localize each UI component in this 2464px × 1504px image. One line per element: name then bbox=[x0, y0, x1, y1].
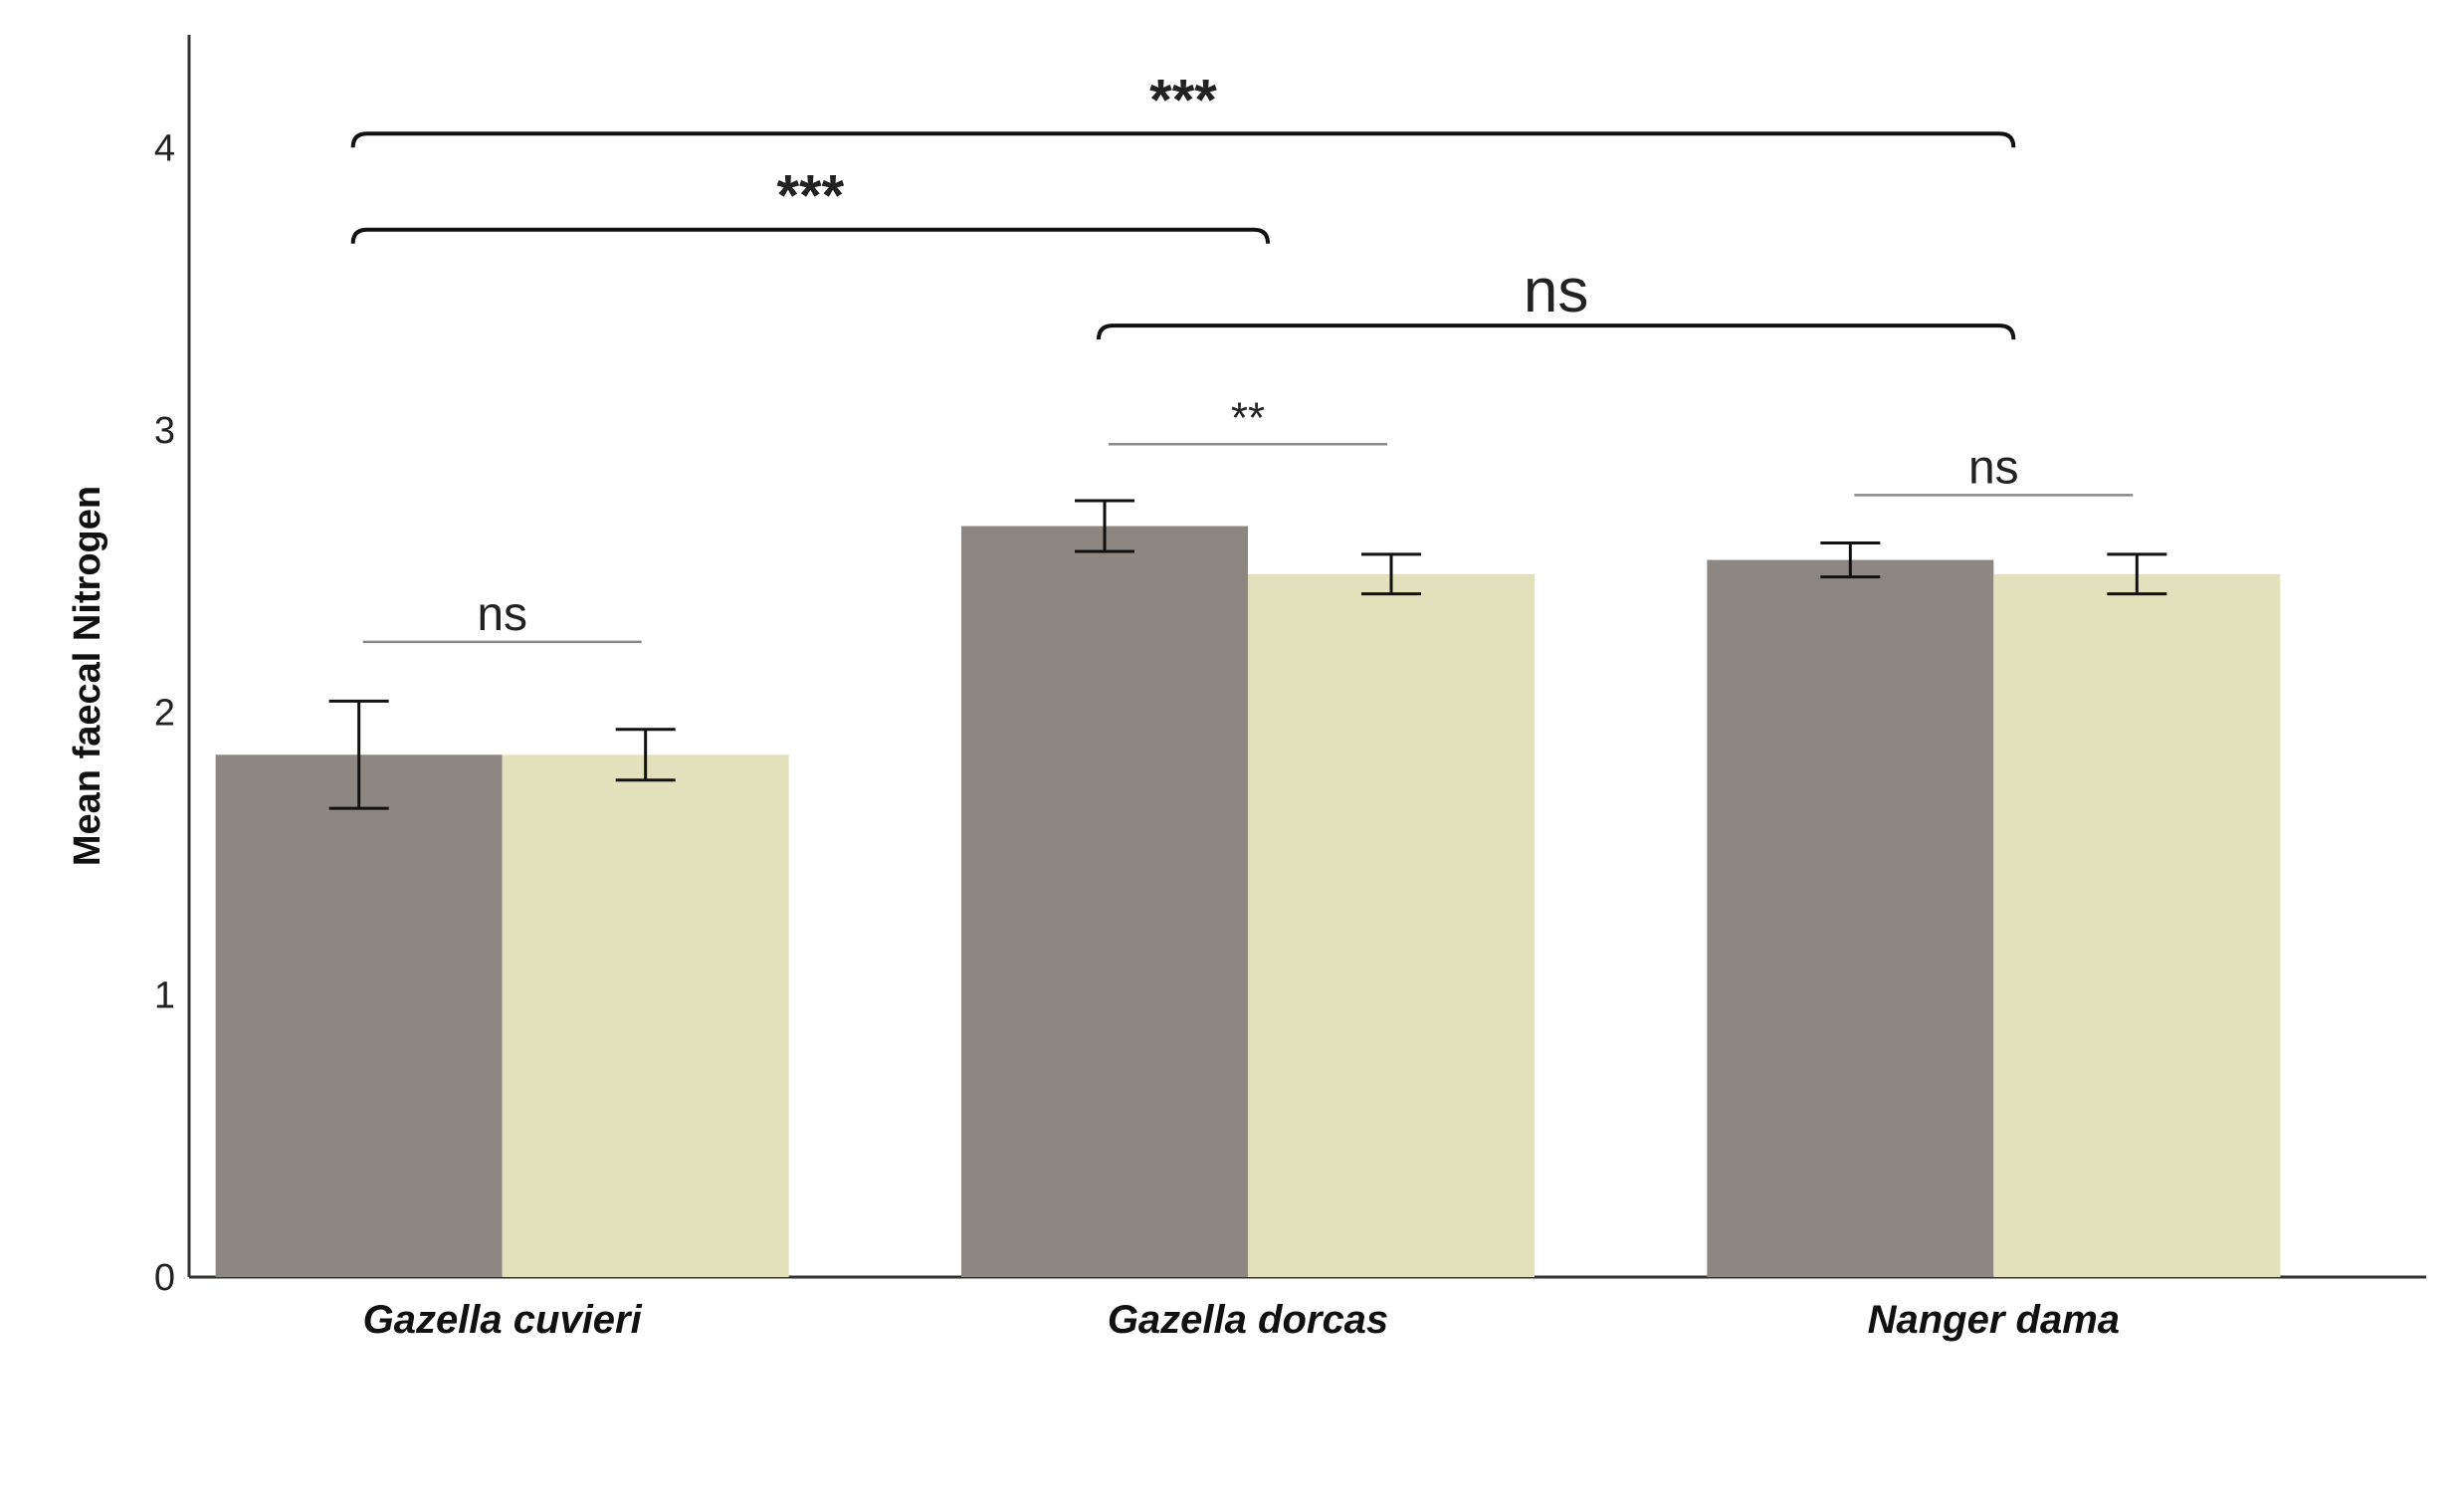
y-axis-title: Mean faecal Nitrogen bbox=[67, 486, 108, 866]
y-tick-label: 3 bbox=[154, 410, 175, 452]
significance-bracket-label: ns bbox=[1524, 257, 1588, 325]
bar bbox=[1248, 573, 1535, 1277]
y-tick-label: 2 bbox=[154, 693, 175, 735]
significance-label: ** bbox=[1231, 393, 1265, 442]
significance-annotations: ns ** ns *** *** ns bbox=[350, 68, 2134, 644]
significance-bracket bbox=[350, 131, 2016, 148]
significance-bracket bbox=[350, 227, 1270, 244]
significance-label: ns bbox=[477, 588, 527, 641]
significance-bracket bbox=[1097, 323, 2016, 340]
bar bbox=[1707, 559, 1994, 1277]
y-tick-label: 4 bbox=[154, 127, 175, 169]
bar bbox=[961, 526, 1248, 1277]
bars bbox=[215, 526, 2281, 1277]
bar bbox=[502, 754, 789, 1277]
significance-label: ns bbox=[1968, 441, 2019, 494]
x-category-label: Gazella cuvieri bbox=[363, 1298, 643, 1342]
bar bbox=[215, 754, 503, 1277]
labels: 0 1 2 3 4 Mean faecal Nitrogen Gazella cuvieri… bbox=[67, 127, 2120, 1342]
significance-bracket-label: *** bbox=[1149, 68, 1217, 132]
significance-bracket-label: *** bbox=[776, 164, 844, 229]
x-category-label: Gazella dorcas bbox=[1108, 1298, 1388, 1342]
y-tick-label: 0 bbox=[154, 1257, 175, 1299]
x-category-label: Nanger dama bbox=[1868, 1298, 2120, 1342]
y-tick-label: 1 bbox=[154, 974, 175, 1016]
error-bars bbox=[328, 499, 2167, 810]
bar bbox=[1993, 573, 2281, 1277]
